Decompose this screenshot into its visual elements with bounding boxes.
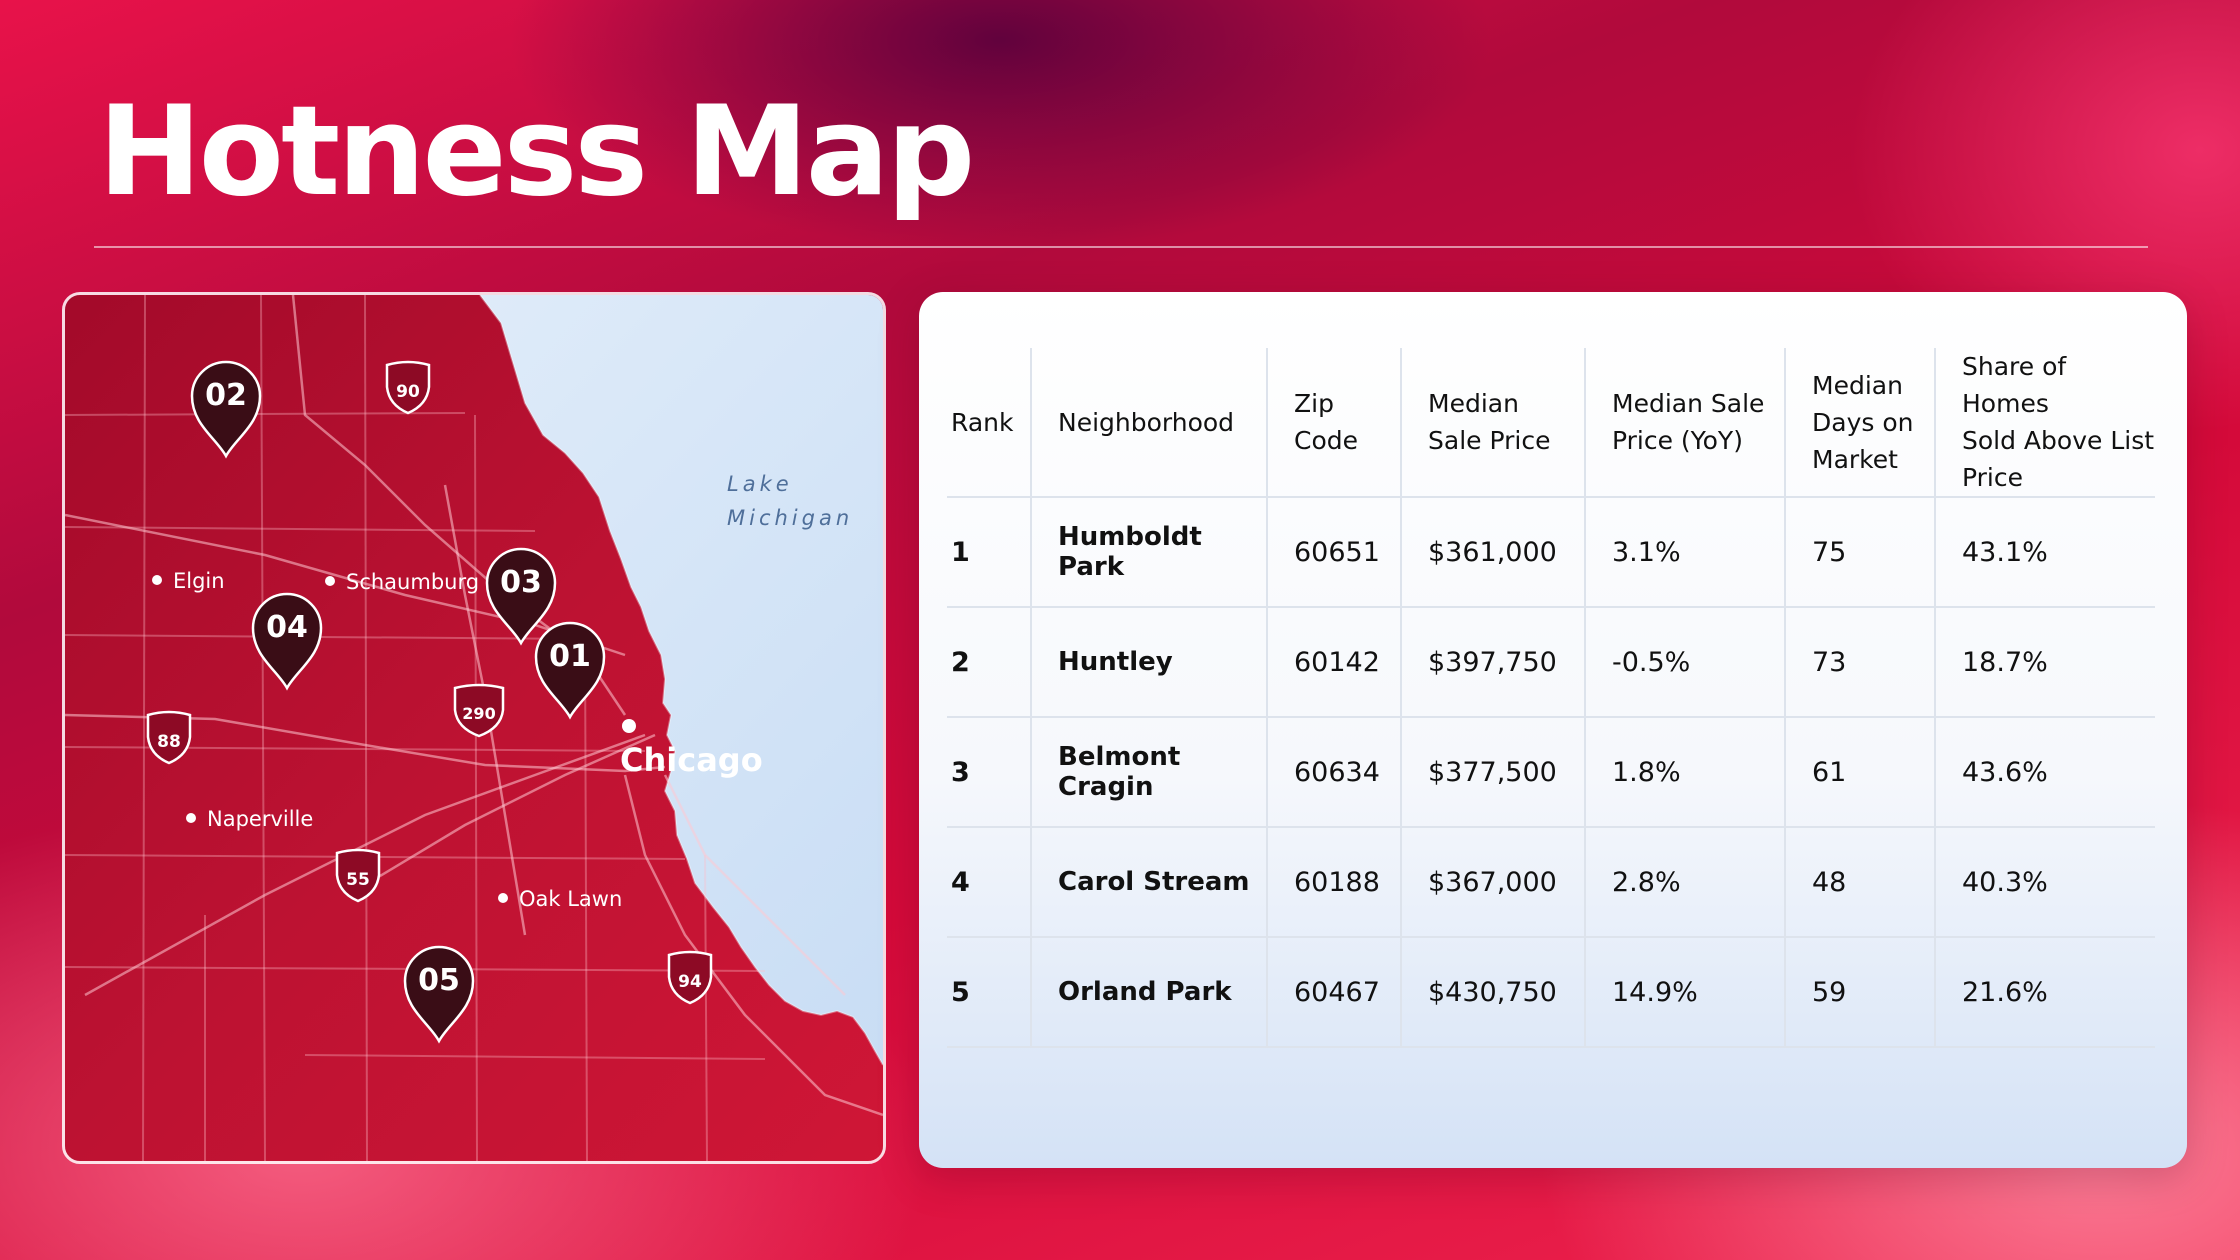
svg-text:02: 02 xyxy=(205,378,247,413)
cell-yoy: 3.1% xyxy=(1584,497,1785,608)
hotness-table: Rank Neighborhood Zip Code Median Sale Pri… xyxy=(947,348,2155,1048)
hotness-map[interactable]: Lake Michigan 90 290 88 55 94 Elgin xyxy=(62,292,886,1164)
cell-rank: 5 xyxy=(947,937,1031,1048)
cell-zip: 60188 xyxy=(1266,827,1401,938)
cell-rank: 3 xyxy=(947,717,1031,828)
svg-text:88: 88 xyxy=(157,732,181,752)
cell-share: 43.6% xyxy=(1934,717,2155,828)
svg-text:05: 05 xyxy=(418,963,460,998)
cell-yoy: -0.5% xyxy=(1584,607,1785,718)
svg-text:03: 03 xyxy=(500,565,542,600)
cell-neighborhood: Huntley xyxy=(1030,607,1267,718)
place-oak-lawn[interactable]: Oak Lawn xyxy=(498,887,622,911)
cell-yoy: 1.8% xyxy=(1584,717,1785,828)
header-median-sale-price[interactable]: Median Sale Price xyxy=(1400,348,1585,498)
place-chicago[interactable]: Chicago xyxy=(620,719,763,779)
interstate-88-shield: 88 xyxy=(146,710,192,765)
place-elgin[interactable]: Elgin xyxy=(152,569,225,593)
header-rank[interactable]: Rank xyxy=(947,348,1031,498)
cell-zip: 60634 xyxy=(1266,717,1401,828)
cell-share: 43.1% xyxy=(1934,497,2155,608)
cell-neighborhood: Orland Park xyxy=(1030,937,1267,1048)
hotness-table-card: Rank Neighborhood Zip Code Median Sale Pri… xyxy=(919,292,2187,1168)
map-pin-02[interactable]: 02 xyxy=(190,360,262,459)
svg-text:Chicago: Chicago xyxy=(620,741,763,779)
cell-zip: 60467 xyxy=(1266,937,1401,1048)
svg-text:290: 290 xyxy=(462,704,495,723)
place-naperville[interactable]: Naperville xyxy=(186,807,313,831)
cell-share: 21.6% xyxy=(1934,937,2155,1048)
cell-days: 48 xyxy=(1784,827,1935,938)
table-header-row: Rank Neighborhood Zip Code Median Sale Pri… xyxy=(947,348,2155,498)
map-canvas[interactable]: Lake Michigan 90 290 88 55 94 Elgin xyxy=(65,295,883,1161)
table-row[interactable]: 3 Belmont Cragin 60634 $377,500 1.8% 61 … xyxy=(947,717,2155,828)
interstate-94-shield: 94 xyxy=(667,950,713,1005)
header-share-above-list[interactable]: Share of Homes Sold Above List Price xyxy=(1934,348,2155,498)
cell-price: $361,000 xyxy=(1400,497,1585,608)
header-median-days-on-market[interactable]: Median Days on Market xyxy=(1784,348,1935,498)
cell-neighborhood: Carol Stream xyxy=(1030,827,1267,938)
table-row[interactable]: 5 Orland Park 60467 $430,750 14.9% 59 21… xyxy=(947,937,2155,1048)
lake-label-line1: Lake xyxy=(727,472,793,496)
table-row[interactable]: 4 Carol Stream 60188 $367,000 2.8% 48 40… xyxy=(947,827,2155,938)
table-row[interactable]: 2 Huntley 60142 $397,750 -0.5% 73 18.7% xyxy=(947,607,2155,718)
map-pin-01[interactable]: 01 xyxy=(534,621,606,720)
svg-text:94: 94 xyxy=(678,972,702,992)
place-schaumburg[interactable]: Schaumburg xyxy=(325,570,479,594)
svg-text:90: 90 xyxy=(396,382,420,402)
svg-text:04: 04 xyxy=(266,610,308,645)
cell-zip: 60651 xyxy=(1266,497,1401,608)
table-row[interactable]: 1 Humboldt Park 60651 $361,000 3.1% 75 4… xyxy=(947,497,2155,608)
cell-yoy: 14.9% xyxy=(1584,937,1785,1048)
cell-zip: 60142 xyxy=(1266,607,1401,718)
interstate-55-shield: 55 xyxy=(335,848,381,903)
interstate-90-shield: 90 xyxy=(385,360,431,415)
cell-days: 73 xyxy=(1784,607,1935,718)
cell-price: $367,000 xyxy=(1400,827,1585,938)
cell-neighborhood: Belmont Cragin xyxy=(1030,717,1267,828)
cell-share: 40.3% xyxy=(1934,827,2155,938)
cell-days: 61 xyxy=(1784,717,1935,828)
map-pin-04[interactable]: 04 xyxy=(251,592,323,691)
cell-price: $397,750 xyxy=(1400,607,1585,718)
cell-rank: 4 xyxy=(947,827,1031,938)
county-borders xyxy=(65,295,766,1161)
svg-text:Oak Lawn: Oak Lawn xyxy=(519,887,622,911)
map-pin-05[interactable]: 05 xyxy=(403,945,475,1044)
cell-price: $430,750 xyxy=(1400,937,1585,1048)
svg-text:55: 55 xyxy=(346,870,370,890)
cell-yoy: 2.8% xyxy=(1584,827,1785,938)
header-median-sale-price-yoy[interactable]: Median Sale Price (YoY) xyxy=(1584,348,1785,498)
map-pin-03[interactable]: 03 xyxy=(485,547,557,646)
svg-text:Elgin: Elgin xyxy=(173,569,225,593)
cell-rank: 2 xyxy=(947,607,1031,718)
cell-neighborhood: Humboldt Park xyxy=(1030,497,1267,608)
cell-days: 75 xyxy=(1784,497,1935,608)
cell-share: 18.7% xyxy=(1934,607,2155,718)
svg-text:Naperville: Naperville xyxy=(207,807,313,831)
svg-text:Schaumburg: Schaumburg xyxy=(346,570,479,594)
cell-rank: 1 xyxy=(947,497,1031,608)
shoreline xyxy=(479,295,883,1066)
interstate-290-shield: 290 xyxy=(453,683,505,738)
header-zip-code[interactable]: Zip Code xyxy=(1266,348,1401,498)
svg-text:01: 01 xyxy=(549,639,591,674)
header-neighborhood[interactable]: Neighborhood xyxy=(1030,348,1267,498)
cell-days: 59 xyxy=(1784,937,1935,1048)
page-title: Hotness Map xyxy=(98,80,975,224)
lake-label-line2: Michigan xyxy=(727,506,853,530)
title-divider xyxy=(94,246,2148,248)
cell-price: $377,500 xyxy=(1400,717,1585,828)
